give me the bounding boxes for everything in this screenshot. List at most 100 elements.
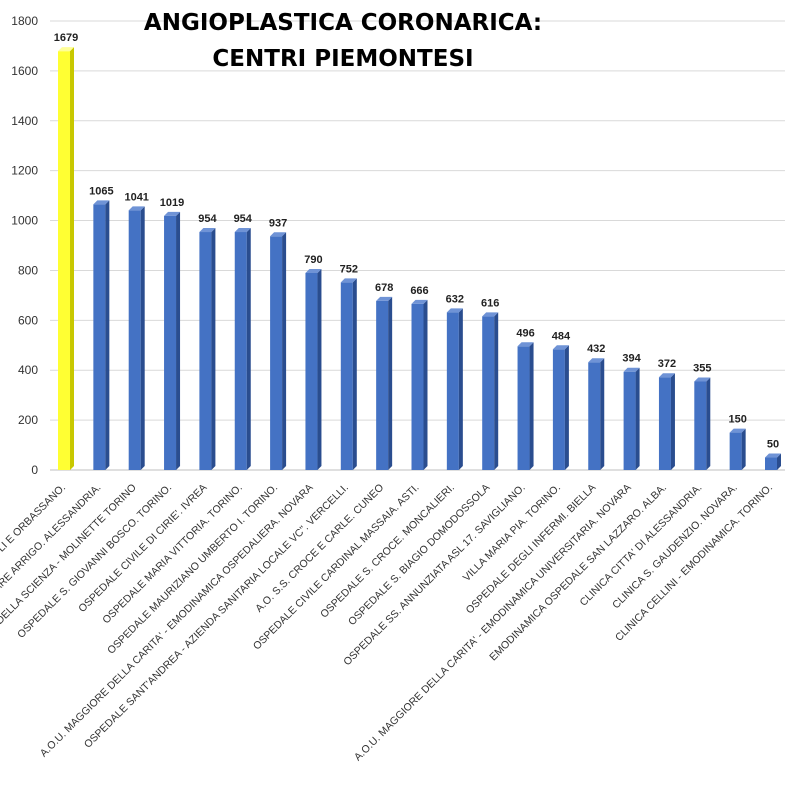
data-label: 752 bbox=[340, 263, 358, 275]
bar-top bbox=[340, 278, 357, 283]
y-tick-label: 200 bbox=[18, 413, 38, 427]
bar-top bbox=[658, 373, 675, 378]
chart-title-line: CENTRI PIEMONTESI bbox=[212, 46, 473, 72]
bar-top bbox=[552, 345, 569, 350]
bar-top bbox=[517, 342, 534, 347]
bar-side bbox=[282, 232, 287, 470]
bar-side bbox=[423, 299, 428, 470]
bar-front bbox=[58, 51, 70, 471]
bar-front bbox=[128, 210, 141, 470]
data-label: 372 bbox=[658, 358, 676, 370]
data-label: 355 bbox=[693, 362, 711, 374]
y-tick-label: 1400 bbox=[11, 114, 38, 128]
bar-side bbox=[246, 228, 251, 470]
x-axis: … LI E ORBASSANO.… ARE ARRIGO. ALESSANDR… bbox=[0, 482, 775, 764]
x-tick-label: OSPEDALE CIVILE CARDINAL MASSAIA. ASTI. bbox=[251, 482, 422, 653]
bar-side bbox=[211, 228, 216, 470]
bar-top bbox=[234, 228, 251, 233]
data-label: 50 bbox=[767, 439, 779, 451]
bar-side bbox=[140, 206, 145, 470]
bar-top bbox=[58, 47, 74, 52]
data-label: 937 bbox=[269, 217, 287, 229]
bar bbox=[623, 367, 640, 470]
chart-title: ANGIOPLASTICA CORONARICA: CENTRI PIEMONTE… bbox=[144, 10, 542, 72]
bar bbox=[58, 47, 74, 471]
bar-top bbox=[305, 268, 322, 273]
data-label: 632 bbox=[446, 293, 464, 305]
bar-side bbox=[529, 342, 534, 470]
bar bbox=[376, 296, 393, 470]
data-label: 1065 bbox=[89, 185, 113, 197]
bar-front bbox=[588, 362, 601, 470]
bar-side bbox=[494, 312, 499, 470]
bar-front bbox=[270, 236, 283, 470]
bar-top bbox=[128, 206, 145, 211]
x-tick-label: CLINICA S. GAUDENZIO. NOVARA. bbox=[610, 482, 740, 612]
bar-side bbox=[352, 278, 357, 470]
bar bbox=[765, 453, 781, 470]
data-label: 484 bbox=[552, 330, 571, 342]
bar-side bbox=[388, 296, 393, 470]
bar-front bbox=[340, 282, 353, 470]
bar-front bbox=[411, 303, 424, 470]
y-tick-label: 1000 bbox=[11, 214, 38, 228]
data-label: 678 bbox=[375, 282, 393, 294]
bar-top bbox=[376, 296, 393, 301]
bar-front bbox=[482, 316, 495, 470]
bar bbox=[588, 358, 605, 470]
data-label: 616 bbox=[481, 297, 499, 309]
bar-front bbox=[164, 215, 177, 470]
data-label: 954 bbox=[198, 213, 217, 225]
bar-top bbox=[694, 377, 711, 382]
bar bbox=[482, 312, 499, 470]
bar-top bbox=[270, 232, 287, 237]
bar-front bbox=[658, 377, 671, 470]
bar-front bbox=[765, 457, 777, 470]
x-tick-label: A.O. S.S. CROCE E CARLE. CUNEO bbox=[253, 482, 386, 615]
y-tick-label: 1200 bbox=[11, 164, 38, 178]
bar-top bbox=[729, 428, 746, 433]
bar bbox=[411, 299, 428, 470]
bar-side bbox=[458, 308, 463, 470]
bar-top bbox=[765, 453, 781, 458]
bar-top bbox=[164, 211, 181, 216]
data-label: 1041 bbox=[124, 191, 148, 203]
data-label: 1019 bbox=[160, 197, 184, 209]
x-tick-label: OSPEDALE SANT'ANDREA - AZIENDA SANITARIA… bbox=[82, 482, 351, 751]
bar-front bbox=[694, 381, 707, 470]
bar bbox=[164, 211, 181, 471]
y-tick-label: 400 bbox=[18, 363, 38, 377]
bar-side bbox=[777, 453, 781, 470]
chart-title-line: ANGIOPLASTICA CORONARICA: bbox=[144, 10, 542, 36]
data-label: 790 bbox=[304, 254, 322, 266]
data-label: 432 bbox=[587, 343, 605, 355]
bar bbox=[340, 278, 357, 470]
bar-side bbox=[317, 268, 322, 470]
y-axis: 0 200 400 600 800 1000 1200 1400 1600 1800 bbox=[11, 14, 38, 477]
data-label: 954 bbox=[234, 213, 253, 225]
bar-side bbox=[706, 377, 711, 470]
data-label: 666 bbox=[410, 285, 428, 297]
y-tick-label: 0 bbox=[31, 463, 38, 477]
data-label: 496 bbox=[516, 327, 534, 339]
data-label: 394 bbox=[622, 353, 641, 365]
bar-front bbox=[552, 349, 565, 470]
bar-front bbox=[199, 232, 212, 470]
bar-side bbox=[564, 345, 569, 470]
y-tick-label: 1800 bbox=[11, 14, 38, 28]
y-tick-label: 1600 bbox=[11, 64, 38, 78]
data-labels: 1679 1065 1041 1019 954 954 937 790 752 678 666 632… bbox=[54, 32, 779, 450]
bar bbox=[658, 373, 675, 470]
bar bbox=[199, 228, 216, 470]
bar bbox=[234, 228, 251, 470]
bar-side bbox=[105, 200, 110, 470]
bar-front bbox=[305, 272, 318, 470]
bar-front bbox=[446, 312, 459, 470]
data-label: 150 bbox=[728, 414, 746, 426]
data-label: 1679 bbox=[54, 32, 78, 44]
bar bbox=[552, 345, 569, 470]
y-tick-label: 800 bbox=[18, 263, 38, 277]
bar-front bbox=[729, 432, 742, 470]
bar-side bbox=[635, 367, 640, 470]
bar-front bbox=[376, 300, 389, 470]
